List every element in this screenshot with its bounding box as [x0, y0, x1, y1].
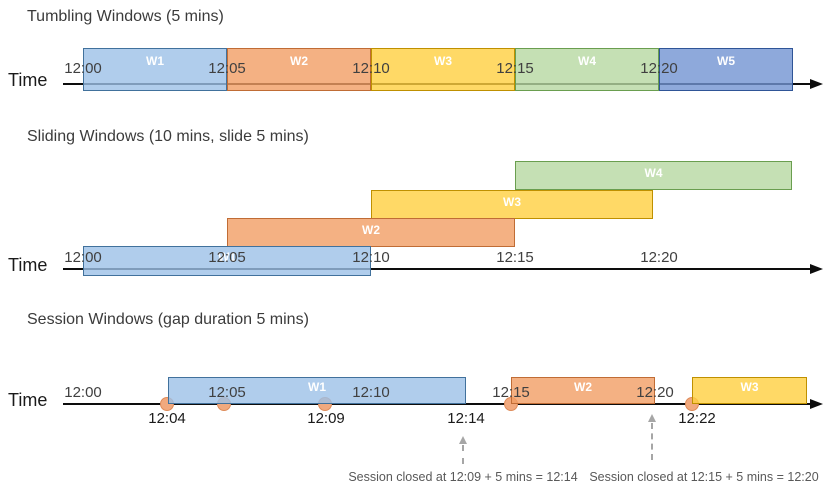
tick-label: 12:15 — [492, 384, 530, 401]
section-title: Tumbling Windows (5 mins) — [27, 8, 224, 25]
time-axis-label: Time — [8, 390, 48, 410]
tick-label: 12:20 — [636, 384, 674, 401]
time-axis-label: Time — [8, 70, 48, 90]
tick-label: 12:20 — [640, 60, 678, 77]
tick-label: 12:10 — [352, 384, 390, 401]
window-box-w2 — [227, 48, 371, 91]
window-label: W3 — [434, 54, 452, 68]
window-box-w4 — [515, 48, 659, 91]
window-label: W1 — [146, 54, 164, 68]
tick-label: 12:10 — [352, 60, 390, 77]
window-label: W1 — [218, 250, 236, 264]
timeline-axis — [63, 403, 810, 405]
session-closed-annotation: Session closed at 12:09 + 5 mins = 12:14 — [348, 470, 578, 484]
tick-label: 12:15 — [496, 60, 534, 77]
axis-arrowhead-icon — [810, 78, 823, 89]
tick-label: 12:05 — [208, 384, 246, 401]
tick-label: 12:05 — [208, 60, 246, 77]
callout-dashed-line — [651, 423, 653, 460]
window-label: W4 — [644, 166, 663, 180]
section-title: Session Windows (gap duration 5 mins) — [27, 311, 309, 328]
window-box-w1 — [83, 246, 371, 276]
callout-arrowhead-icon — [647, 414, 656, 422]
window-label: W2 — [290, 54, 308, 68]
tick-label: 12:00 — [64, 384, 102, 401]
window-box-w3 — [692, 377, 807, 404]
window-label: W4 — [578, 54, 596, 68]
event-time-label: 12:14 — [447, 410, 485, 427]
window-label: W3 — [503, 195, 521, 209]
window-label: W2 — [362, 223, 380, 237]
tick-label: 12:20 — [640, 249, 678, 266]
event-time-label: 12:04 — [148, 410, 186, 427]
event-time-label: 12:09 — [307, 410, 345, 427]
callout-dashed-line — [462, 445, 464, 464]
tick-label: 12:05 — [208, 249, 246, 266]
window-box-w1 — [168, 377, 466, 404]
axis-arrowhead-icon — [810, 398, 823, 409]
window-label: W1 — [308, 380, 326, 394]
window-box-w3 — [371, 48, 515, 91]
section-title: Sliding Windows (10 mins, slide 5 mins) — [27, 128, 309, 145]
window-label: W2 — [574, 380, 592, 394]
timeline-axis — [63, 268, 810, 270]
event-time-label: 12:22 — [678, 410, 716, 427]
window-box-w1 — [83, 48, 227, 91]
window-box-w2 — [227, 218, 515, 247]
tick-label: 12:00 — [64, 249, 102, 266]
callout-arrowhead-icon — [458, 436, 467, 444]
axis-arrowhead-icon — [810, 263, 823, 274]
session-closed-annotation: Session closed at 12:15 + 5 mins = 12:20 — [589, 470, 819, 484]
window-box-w4 — [515, 161, 792, 190]
window-box-w2 — [511, 377, 655, 404]
time-axis-label: Time — [8, 255, 48, 275]
window-label: W3 — [740, 380, 759, 394]
tick-label: 12:10 — [352, 249, 390, 266]
window-label: W5 — [717, 54, 735, 68]
tick-label: 12:00 — [64, 60, 102, 77]
window-box-w5 — [659, 48, 793, 91]
tick-label: 12:15 — [496, 249, 534, 266]
